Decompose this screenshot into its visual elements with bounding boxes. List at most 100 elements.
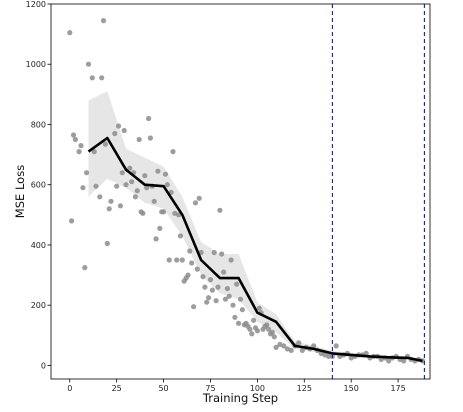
x-tick-label: 50 — [158, 384, 168, 393]
scatter-point — [236, 320, 242, 326]
scatter-point — [115, 123, 122, 129]
scatter-point — [296, 340, 302, 346]
scatter-point — [209, 287, 215, 293]
scatter-point — [157, 225, 163, 231]
scatter-point — [177, 233, 184, 239]
scatter-point — [288, 347, 294, 353]
scatter-point — [106, 206, 112, 212]
scatter-point — [99, 75, 105, 81]
scatter-point — [97, 194, 103, 200]
scatter-point — [114, 183, 120, 189]
scatter-point — [204, 299, 210, 305]
scatter-point — [266, 326, 272, 332]
scatter-point — [189, 260, 195, 266]
x-axis-label: Training Step — [202, 391, 278, 405]
scatter-point — [228, 257, 234, 263]
scatter-point — [142, 173, 148, 179]
x-tick-label: 75 — [205, 384, 215, 393]
scatter-point — [281, 343, 287, 349]
scatter-point — [256, 305, 262, 311]
scatter-point — [215, 284, 221, 290]
scatter-point — [102, 141, 108, 147]
x-tick-label: 100 — [250, 384, 265, 393]
scatter-point — [401, 358, 407, 364]
scatter-point — [162, 171, 169, 177]
scatter-point — [112, 130, 118, 137]
scatter-point — [239, 307, 245, 313]
scatter-point — [333, 343, 339, 349]
scatter-point — [89, 75, 95, 81]
x-tick-label: 0 — [67, 384, 72, 393]
scatter-point — [230, 302, 236, 308]
scatter-point — [222, 296, 229, 302]
scatter-point — [161, 209, 167, 215]
scatter-point — [299, 347, 305, 353]
scatter-point — [85, 61, 92, 67]
scatter-point — [119, 170, 125, 176]
scatter-point — [91, 149, 97, 155]
scatter-point — [179, 257, 185, 263]
scatter-point — [146, 115, 152, 122]
scatter-point — [76, 149, 82, 155]
y-tick-label: 0 — [41, 361, 46, 370]
scatter-point — [200, 274, 206, 280]
scatter-point — [194, 266, 200, 272]
scatter-point — [202, 284, 208, 290]
scatter-point — [123, 182, 129, 188]
scatter-point — [93, 183, 99, 189]
moving-average-line — [87, 136, 423, 363]
scatter-point — [166, 257, 172, 263]
scatter-point — [221, 269, 227, 275]
scatter-point — [69, 218, 75, 224]
y-tick-label: 200 — [31, 301, 46, 310]
scatter-point — [129, 179, 135, 185]
scatter-point — [191, 304, 197, 310]
x-tick-label: 175 — [390, 384, 405, 393]
scatter-point — [140, 210, 146, 216]
scatter-point — [155, 168, 161, 174]
scatter-point — [207, 277, 214, 283]
scatter-point — [70, 132, 77, 138]
scatter-point — [264, 322, 270, 328]
moving-average-line-layer — [87, 136, 423, 363]
y-tick-label: 400 — [31, 241, 46, 250]
scatter-point — [224, 286, 230, 292]
plot-area-frame — [50, 3, 431, 380]
scatter-point — [121, 127, 127, 134]
scatter-point — [170, 149, 176, 155]
scatter-point — [386, 358, 392, 364]
scatter-point — [217, 207, 223, 213]
scatter-point — [185, 272, 191, 278]
y-tick-label: 800 — [31, 120, 46, 129]
scatter-point — [104, 240, 110, 247]
scatter-point — [219, 251, 225, 257]
scatter-point — [147, 135, 153, 141]
scatter-point — [82, 265, 88, 271]
scatter-point — [100, 18, 107, 24]
y-tick-label: 600 — [31, 181, 46, 190]
scatter-point — [273, 344, 279, 350]
x-tick-label: 125 — [297, 384, 312, 393]
y-axis-label: MSE Loss — [13, 165, 27, 218]
scatter-point — [67, 29, 73, 36]
scatter-point — [108, 198, 114, 204]
scatter-point — [247, 326, 253, 332]
y-tick-label: 1200 — [26, 0, 46, 9]
scatter-point — [117, 203, 123, 209]
scatter-point — [251, 317, 257, 323]
scatter-point — [196, 195, 202, 201]
scatter-point — [84, 170, 90, 176]
scatter-point — [213, 298, 219, 304]
scatter-point — [187, 248, 193, 254]
scatter-point — [237, 296, 244, 302]
scatter-point — [151, 198, 157, 204]
scatter-point — [211, 249, 217, 256]
scatter-point — [254, 328, 260, 334]
scatter-point — [153, 236, 159, 242]
scatter-point — [78, 143, 84, 149]
scatter-point — [136, 136, 142, 143]
scatter-point — [226, 293, 232, 299]
scatter-point — [132, 194, 138, 200]
scatter-point — [164, 182, 170, 188]
